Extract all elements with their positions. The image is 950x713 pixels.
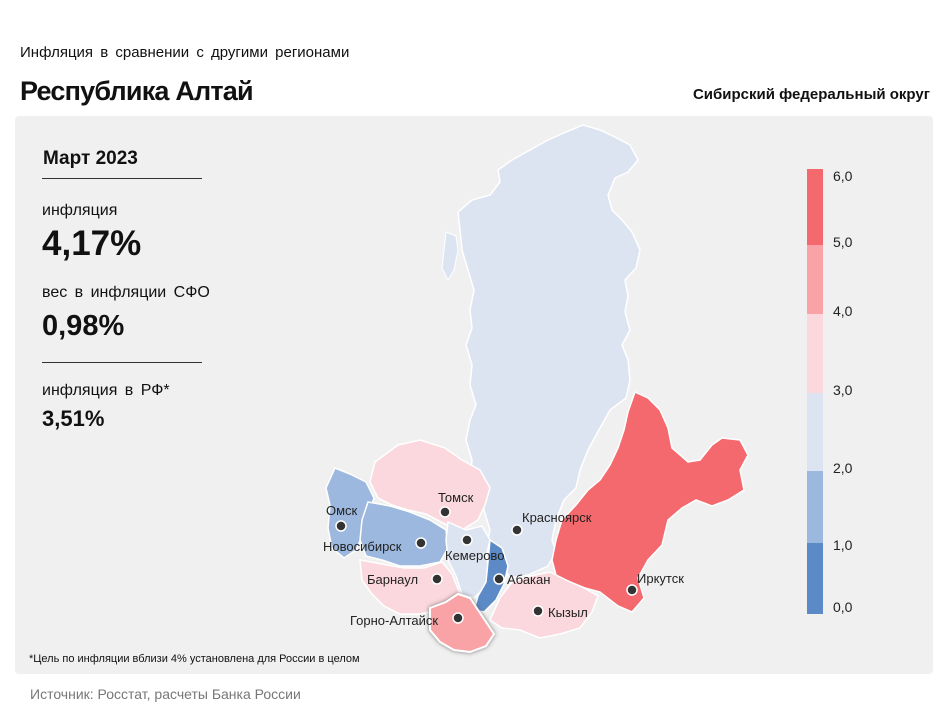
region-novosibirsk[interactable]	[359, 501, 449, 567]
legend-tick: 4,0	[833, 303, 853, 319]
city-label: Томск	[438, 490, 474, 505]
legend: 6,0 5,0 4,0 3,0 2,0 1,0 0,0	[807, 168, 853, 615]
weight-value: 0,98%	[42, 310, 125, 342]
city-tomsk[interactable]: Томск	[438, 490, 474, 518]
city-label: Абакан	[507, 572, 550, 587]
city-label: Красноярск	[522, 510, 592, 525]
legend-tick: 2,0	[833, 460, 853, 476]
region-tuva[interactable]	[489, 571, 599, 639]
city-marker	[511, 524, 523, 536]
period-label: Март 2023	[43, 148, 138, 169]
region-altai-republic[interactable]	[429, 592, 496, 654]
legend-bin-3-4	[807, 314, 823, 393]
inflation-label: инфляция	[42, 202, 118, 219]
legend-bin-5-6	[807, 169, 823, 245]
city-marker	[461, 534, 473, 546]
city-marker	[431, 573, 443, 585]
region-irkutsk[interactable]	[551, 390, 749, 613]
city-marker	[439, 506, 451, 518]
page-subtitle: Инфляция в сравнении с другими регионами	[20, 44, 350, 61]
city-label: Горно-Алтайск	[350, 613, 438, 628]
legend-tick: 5,0	[833, 234, 853, 250]
weight-label: вес в инфляции СФО	[42, 284, 210, 301]
region-krasnoyarsk[interactable]	[457, 124, 641, 579]
page-title: Республика Алтай	[20, 76, 254, 106]
legend-bin-1-2	[807, 471, 823, 543]
legend-tick: 1,0	[833, 537, 853, 553]
legend-tick: 0,0	[833, 599, 853, 615]
city-marker	[493, 573, 505, 585]
footnote: *Цель по инфляции вблизи 4% установлена …	[29, 653, 360, 665]
region-tomsk[interactable]	[369, 439, 491, 531]
inflation-value: 4,17%	[42, 224, 142, 263]
city-marker	[335, 520, 347, 532]
divider-top	[42, 178, 202, 179]
city-irkutsk[interactable]: Иркутск	[626, 571, 684, 596]
city-marker	[415, 537, 427, 549]
city-barnaul[interactable]: Барнаул	[367, 572, 443, 587]
city-label: Кызыл	[548, 605, 588, 620]
legend-bin-0-1	[807, 543, 823, 614]
city-label: Иркутск	[637, 571, 684, 586]
legend-tick: 6,0	[833, 168, 853, 184]
city-label: Барнаул	[367, 572, 418, 587]
city-abakan[interactable]: Абакан	[493, 572, 550, 587]
divider-bottom	[42, 362, 202, 363]
rf-inflation-label: инфляция в РФ*	[42, 382, 170, 399]
source-note: Источник: Росстат, расчеты Банка России	[30, 686, 301, 702]
city-marker	[532, 605, 544, 617]
district-name: Сибирский федеральный округ	[692, 86, 930, 103]
city-omsk[interactable]: Омск	[326, 503, 358, 532]
city-kemerovo[interactable]: Кемерово	[445, 534, 504, 563]
legend-bin-4-5	[807, 245, 823, 314]
region-khakassia[interactable]	[473, 538, 509, 613]
legend-tick: 3,0	[833, 382, 853, 398]
city-krasnoyarsk[interactable]: Красноярск	[511, 510, 592, 536]
city-gorno-altaysk[interactable]: Горно-Алтайск	[350, 612, 464, 628]
rf-inflation-value: 3,51%	[42, 406, 105, 431]
legend-bin-2-3	[807, 393, 823, 471]
city-marker	[626, 584, 638, 596]
city-label: Кемерово	[445, 548, 504, 563]
city-novosibirsk[interactable]: Новосибирск	[323, 537, 427, 554]
city-marker	[452, 612, 464, 624]
city-label: Новосибирск	[323, 539, 402, 554]
region-krasnoyarsk-island	[441, 231, 459, 282]
city-label: Омск	[326, 503, 358, 518]
city-kyzyl[interactable]: Кызыл	[532, 605, 588, 620]
